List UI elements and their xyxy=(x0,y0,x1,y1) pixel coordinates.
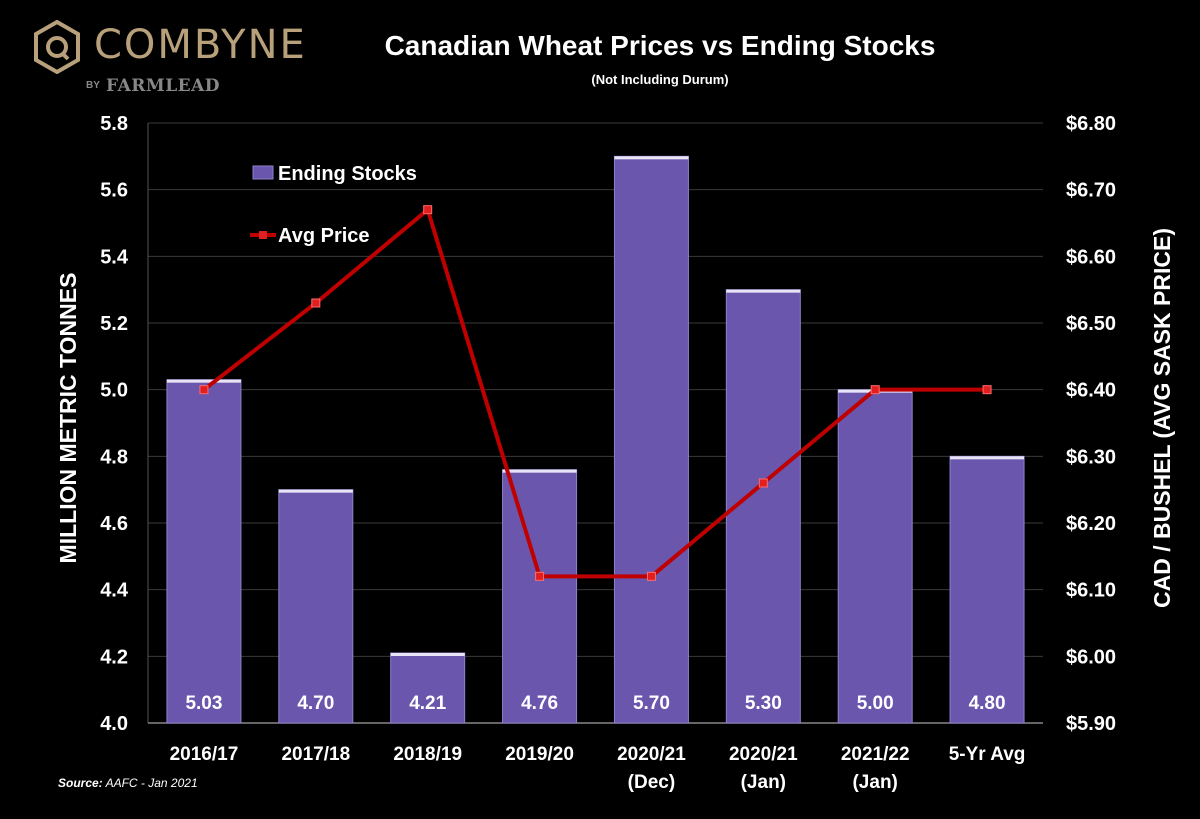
price-marker xyxy=(646,571,656,581)
y-tick-label: 5.2 xyxy=(100,313,128,335)
y-tick-label: 5.4 xyxy=(100,246,129,268)
bar xyxy=(502,469,578,724)
x-tick-label: 2016/17 xyxy=(170,744,239,765)
combyne-hexagon-icon xyxy=(34,20,80,74)
y2-tick-label: $5.90 xyxy=(1066,713,1116,735)
chart-subtitle: (Not Including Durum) xyxy=(591,72,729,87)
logo-by-text: BY xyxy=(86,80,100,91)
y2-axis-title: CAD / BUSHEL (AVG SASK PRICE) xyxy=(1149,228,1175,608)
logo-name: COMBYNE xyxy=(94,22,307,68)
y-tick-label: 5.8 xyxy=(100,113,128,135)
bar-top-highlight xyxy=(614,156,689,160)
combyne-logo: COMBYNE BY FARMLEAD xyxy=(32,18,305,98)
bar xyxy=(613,155,689,724)
x-tick-label: 2019/20 xyxy=(505,744,574,765)
legend-label-avg-price: Avg Price xyxy=(278,225,370,247)
source-note: Source: AAFC - Jan 2021 xyxy=(58,776,198,790)
x-tick-label: 2017/18 xyxy=(281,744,350,765)
x-tick-label: (Jan) xyxy=(852,772,897,793)
y-tick-label: 4.2 xyxy=(100,646,128,668)
bar-data-label: 4.80 xyxy=(969,693,1006,714)
source-text: AAFC - Jan 2021 xyxy=(105,776,198,790)
y2-tick-label: $6.40 xyxy=(1066,380,1116,402)
y2-tick-label: $6.10 xyxy=(1066,580,1116,602)
price-marker xyxy=(870,385,880,395)
y-tick-label: 4.4 xyxy=(100,580,129,602)
bar-data-label: 5.03 xyxy=(185,693,222,714)
y-axis-title: MILLION METRIC TONNES xyxy=(55,273,81,564)
y-tick-label: 4.6 xyxy=(100,513,128,535)
price-marker xyxy=(982,385,992,395)
y2-tick-label: $6.00 xyxy=(1066,646,1116,668)
price-line xyxy=(202,207,988,579)
y-tick-label: 5.0 xyxy=(100,380,128,402)
y2-tick-label: $6.30 xyxy=(1066,446,1116,468)
bar-data-label: 5.70 xyxy=(633,693,670,714)
x-tick-label: 5-Yr Avg xyxy=(949,744,1026,765)
price-marker xyxy=(199,385,209,395)
bar-data-label: 5.00 xyxy=(857,693,894,714)
bar xyxy=(725,289,801,724)
price-marker xyxy=(535,571,545,581)
y-tick-label: 4.0 xyxy=(100,713,128,735)
bar xyxy=(166,379,242,724)
x-tick-label: 2020/21 xyxy=(729,744,798,765)
y-tick-label: 4.8 xyxy=(100,446,128,468)
chart-title: Canadian Wheat Prices vs Ending Stocks xyxy=(384,30,936,61)
bar xyxy=(949,455,1025,724)
y2-tick-label: $6.20 xyxy=(1066,513,1116,535)
bar-top-highlight xyxy=(726,289,801,293)
y2-tick-label: $6.60 xyxy=(1066,246,1116,268)
y2-tick-label: $6.70 xyxy=(1066,180,1116,202)
bar-data-label: 4.70 xyxy=(297,693,334,714)
bar xyxy=(837,389,913,724)
price-marker xyxy=(758,478,768,488)
x-tick-label: 2020/21 xyxy=(617,744,686,765)
y2-tick-label: $6.50 xyxy=(1066,313,1116,335)
bar-data-label: 4.76 xyxy=(521,693,558,714)
source-label: Source: xyxy=(58,776,103,790)
bar-top-highlight xyxy=(502,469,577,473)
bar-top-highlight xyxy=(166,379,241,383)
y2-tick-label: $6.80 xyxy=(1066,113,1116,135)
y-tick-label: 5.6 xyxy=(100,180,128,202)
legend-bar-swatch xyxy=(252,165,274,180)
price-marker xyxy=(423,205,433,215)
legend-line-marker xyxy=(259,231,267,239)
x-tick-label: 2018/19 xyxy=(393,744,462,765)
bar-data-label: 5.30 xyxy=(745,693,782,714)
bar-top-highlight xyxy=(950,456,1025,460)
price-marker xyxy=(311,298,321,308)
x-tick-label: (Dec) xyxy=(628,772,676,793)
bar-top-highlight xyxy=(278,489,353,493)
legend-label-ending-stocks: Ending Stocks xyxy=(278,163,417,185)
bar-top-highlight xyxy=(390,653,465,656)
logo-farmlead-text: FARMLEAD xyxy=(106,76,221,96)
x-tick-label: 2021/22 xyxy=(841,744,910,765)
bar xyxy=(278,489,354,724)
bar-data-label: 4.21 xyxy=(409,693,446,714)
x-tick-label: (Jan) xyxy=(741,772,786,793)
